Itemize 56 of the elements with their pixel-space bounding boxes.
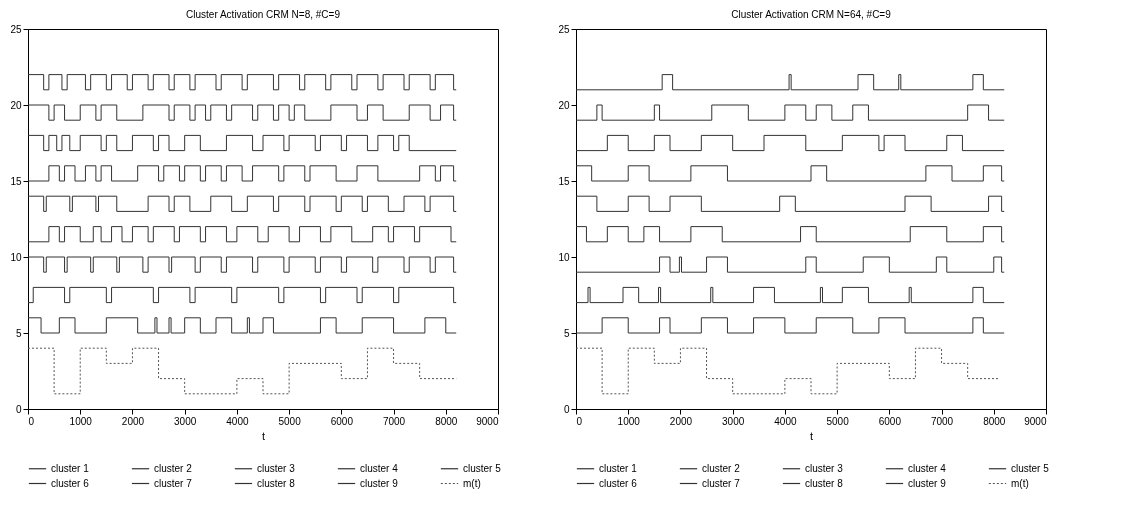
legend-label: cluster 9 [908, 477, 947, 489]
x-tick-label: 0 [576, 415, 583, 427]
x-tick-label: 4000 [226, 415, 249, 427]
y-tick-label: 5 [563, 327, 570, 339]
x-tick-label: 9000 [476, 415, 499, 427]
legend-label: cluster 3 [805, 462, 844, 474]
x-tick-label: 0 [28, 415, 35, 427]
legend-label: cluster 6 [599, 477, 638, 489]
y-tick-label: 10 [10, 251, 22, 263]
x-tick-label: 3000 [174, 415, 197, 427]
x-tick-label: 1000 [69, 415, 93, 427]
y-tick-label: 25 [10, 23, 22, 35]
legend-label: cluster 6 [51, 477, 90, 489]
x-tick-label: 1000 [617, 415, 641, 427]
x-axis-title: t [261, 429, 266, 442]
x-tick-label: 7000 [382, 415, 406, 427]
chart-title: Cluster Activation CRM N=8, #C=9 [186, 9, 341, 20]
legend-label: cluster 7 [154, 477, 193, 489]
y-tick-label: 10 [558, 251, 570, 263]
legend-label: cluster 5 [463, 462, 502, 474]
legend-label: cluster 8 [805, 477, 844, 489]
x-tick-label: 5000 [826, 415, 850, 427]
legend-label: cluster 8 [257, 477, 296, 489]
legend-label: cluster 5 [1011, 462, 1050, 474]
legend-label: cluster 4 [908, 462, 947, 474]
y-tick-label: 20 [10, 99, 22, 111]
y-tick-label: 0 [563, 403, 570, 415]
y-tick-label: 15 [10, 175, 22, 187]
y-tick-label: 0 [15, 403, 22, 415]
legend-label: cluster 7 [702, 477, 741, 489]
legend-label: cluster 9 [360, 477, 399, 489]
x-tick-label: 5000 [278, 415, 302, 427]
y-tick-label: 20 [558, 99, 570, 111]
x-axis-title: t [809, 429, 814, 442]
legend-label: cluster 1 [599, 462, 638, 474]
x-tick-label: 9000 [1024, 415, 1047, 427]
legend-label: cluster 3 [257, 462, 296, 474]
x-tick-label: 4000 [774, 415, 797, 427]
x-tick-label: 8000 [983, 415, 1006, 427]
legend-label: cluster 2 [702, 462, 741, 474]
y-tick-label: 5 [15, 327, 22, 339]
x-tick-label: 6000 [330, 415, 354, 427]
x-tick-label: 2000 [669, 415, 693, 427]
x-tick-label: 2000 [121, 415, 145, 427]
x-tick-label: 7000 [930, 415, 954, 427]
chart-title: Cluster Activation CRM N=64, #C=9 [731, 9, 892, 20]
x-tick-label: 3000 [722, 415, 745, 427]
legend-label: cluster 4 [360, 462, 399, 474]
legend-label: cluster 1 [51, 462, 90, 474]
y-tick-label: 15 [558, 175, 570, 187]
y-tick-label: 25 [558, 23, 570, 35]
legend-label: m(t) [1011, 477, 1029, 489]
x-tick-label: 8000 [435, 415, 458, 427]
x-tick-label: 6000 [878, 415, 902, 427]
legend-label: cluster 2 [154, 462, 193, 474]
legend-label: m(t) [463, 477, 481, 489]
